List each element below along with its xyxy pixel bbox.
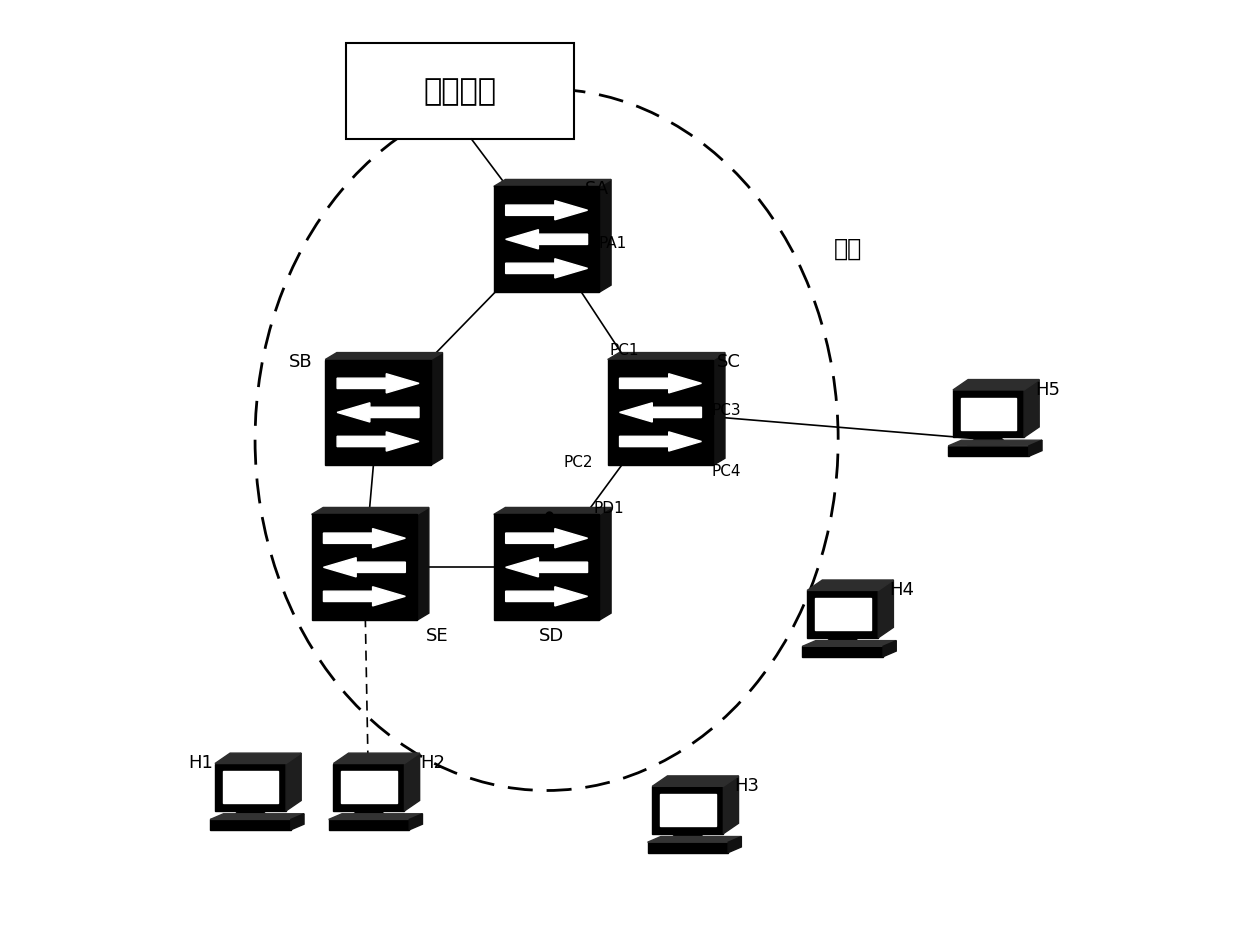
- Polygon shape: [1028, 440, 1042, 456]
- Polygon shape: [948, 440, 1042, 446]
- Text: PC1: PC1: [610, 343, 639, 358]
- Polygon shape: [325, 360, 431, 465]
- FancyBboxPatch shape: [346, 43, 574, 139]
- Polygon shape: [667, 833, 709, 843]
- Text: SC: SC: [717, 353, 741, 371]
- Polygon shape: [506, 229, 587, 249]
- Text: 环网: 环网: [834, 237, 862, 261]
- Polygon shape: [216, 753, 301, 763]
- Polygon shape: [328, 814, 422, 820]
- Polygon shape: [878, 580, 893, 638]
- Polygon shape: [506, 586, 587, 606]
- Polygon shape: [600, 179, 611, 292]
- Polygon shape: [506, 201, 587, 220]
- Text: SE: SE: [426, 626, 449, 645]
- Polygon shape: [328, 820, 409, 830]
- Polygon shape: [714, 352, 725, 465]
- Polygon shape: [883, 641, 896, 657]
- Text: PC4: PC4: [711, 464, 741, 479]
- Polygon shape: [968, 438, 1010, 446]
- Polygon shape: [418, 508, 429, 620]
- Polygon shape: [1023, 379, 1040, 438]
- Polygon shape: [600, 508, 611, 620]
- Text: SD: SD: [539, 626, 564, 645]
- Text: SA: SA: [585, 180, 608, 198]
- Polygon shape: [229, 811, 271, 820]
- Polygon shape: [607, 360, 714, 465]
- Polygon shape: [311, 514, 418, 620]
- Polygon shape: [409, 814, 422, 830]
- Polygon shape: [404, 753, 420, 811]
- Text: PC3: PC3: [711, 403, 741, 418]
- Polygon shape: [311, 508, 429, 514]
- Polygon shape: [648, 836, 741, 843]
- Text: H4: H4: [890, 581, 914, 599]
- Polygon shape: [348, 811, 390, 820]
- Text: SB: SB: [289, 353, 312, 371]
- Polygon shape: [620, 374, 701, 393]
- Polygon shape: [803, 641, 896, 647]
- Text: H3: H3: [735, 777, 760, 795]
- Polygon shape: [323, 528, 405, 548]
- Polygon shape: [652, 786, 724, 833]
- Text: PC2: PC2: [564, 455, 593, 470]
- Polygon shape: [948, 446, 1028, 456]
- Polygon shape: [211, 814, 304, 820]
- Text: H5: H5: [1036, 380, 1061, 399]
- Polygon shape: [337, 374, 419, 393]
- Polygon shape: [211, 820, 291, 830]
- Polygon shape: [729, 836, 741, 853]
- Polygon shape: [652, 776, 738, 786]
- Polygon shape: [337, 402, 419, 422]
- Polygon shape: [648, 843, 729, 853]
- Text: PD1: PD1: [593, 500, 624, 515]
- Polygon shape: [337, 432, 419, 451]
- Polygon shape: [821, 638, 864, 647]
- Polygon shape: [286, 753, 301, 811]
- Polygon shape: [506, 558, 587, 577]
- Polygon shape: [325, 352, 442, 360]
- Polygon shape: [807, 590, 878, 638]
- Polygon shape: [960, 398, 1016, 430]
- Polygon shape: [323, 586, 405, 606]
- Text: 上层网络: 上层网络: [424, 77, 497, 105]
- Polygon shape: [506, 259, 587, 277]
- Polygon shape: [607, 352, 725, 360]
- Polygon shape: [953, 379, 1040, 390]
- Polygon shape: [223, 771, 279, 803]
- Polygon shape: [494, 187, 600, 292]
- Text: H1: H1: [188, 754, 213, 772]
- Polygon shape: [494, 514, 600, 620]
- Polygon shape: [291, 814, 304, 830]
- Polygon shape: [620, 402, 701, 422]
- Polygon shape: [216, 763, 286, 811]
- Text: H2: H2: [420, 754, 445, 772]
- Polygon shape: [807, 580, 893, 590]
- Polygon shape: [506, 528, 587, 548]
- Polygon shape: [494, 179, 611, 187]
- Polygon shape: [724, 776, 738, 833]
- Polygon shape: [494, 508, 611, 514]
- Polygon shape: [660, 794, 716, 826]
- Text: PA1: PA1: [598, 236, 627, 252]
- Polygon shape: [333, 753, 420, 763]
- Polygon shape: [323, 558, 405, 577]
- Polygon shape: [815, 598, 871, 630]
- Polygon shape: [620, 432, 701, 451]
- Polygon shape: [803, 647, 883, 657]
- Polygon shape: [341, 771, 396, 803]
- Polygon shape: [333, 763, 404, 811]
- Polygon shape: [431, 352, 442, 465]
- Polygon shape: [953, 390, 1023, 438]
